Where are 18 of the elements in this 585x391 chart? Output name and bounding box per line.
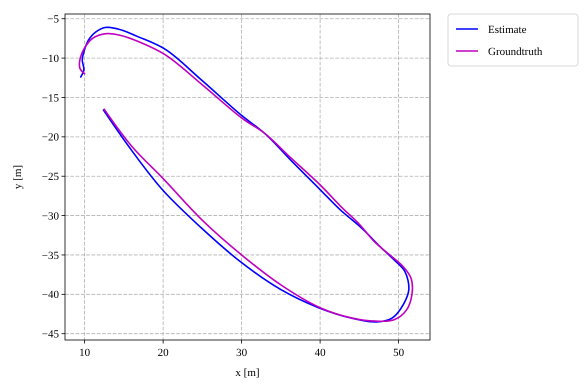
y-tick-label: −20 (42, 132, 60, 144)
legend-label: Groundtruth (488, 46, 543, 58)
x-tick-label: 40 (314, 347, 326, 359)
x-tick-label: 30 (236, 347, 248, 359)
x-tick-label: 10 (79, 347, 91, 359)
legend-label: Estimate (488, 24, 527, 36)
x-axis-title: x [m] (235, 367, 260, 379)
y-tick-label: −10 (42, 52, 60, 65)
y-tick-label: −30 (42, 210, 60, 222)
y-axis-title: y [m] (12, 164, 24, 190)
y-tick-label: −5 (47, 14, 60, 26)
y-tick-label: −40 (42, 289, 60, 302)
y-tick-label: −15 (42, 92, 60, 104)
x-tick-label: 20 (158, 347, 170, 359)
y-tick-label: −45 (42, 328, 60, 341)
y-tick-label: −25 (42, 171, 60, 184)
y-tick-label: −35 (42, 250, 60, 262)
x-tick-label: 50 (393, 347, 405, 359)
